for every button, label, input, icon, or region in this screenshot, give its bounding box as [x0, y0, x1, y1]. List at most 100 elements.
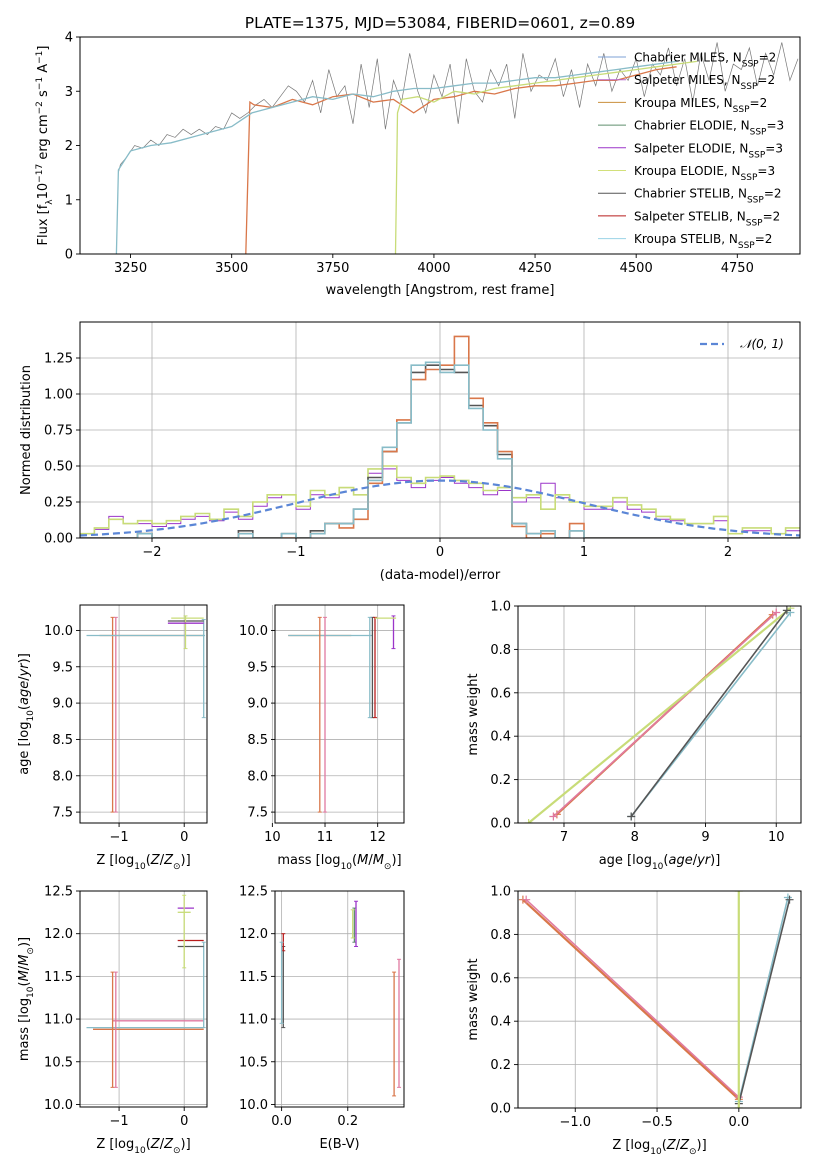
y-tick-label: 12.0 [44, 927, 73, 942]
age_vs_mass-xlabel-part: mass [log [277, 853, 340, 868]
weight-marker [522, 895, 531, 904]
normal-curve [80, 479, 800, 537]
residuals-ylabel: Normed distribution [19, 365, 34, 495]
age_vs_Z-xlabel-part: )] [181, 853, 191, 868]
plot-area [518, 891, 794, 1108]
spectrum-ylabel-part: s [36, 90, 51, 101]
x-tick-label: −1 [109, 1114, 128, 1129]
legend-entry-part: Chabrier STELIB, N [634, 187, 747, 201]
spectrum-series-line [245, 66, 677, 254]
y-tick-label: 8.0 [52, 769, 73, 784]
weight_vs_age-xlabel-part: / [693, 853, 698, 868]
legend-entry-part: SSP [741, 173, 758, 183]
legend-entry: Kroupa MILES, NSSP=2 [634, 96, 767, 115]
y-tick-label: 1.00 [44, 388, 73, 403]
x-tick-label: 8 [631, 830, 639, 845]
weight_vs_age-xlabel-part: ( [663, 853, 668, 868]
histogram-step [80, 335, 800, 538]
spectrum-ylabel-part: −2 [35, 101, 45, 114]
y-tick-label: 2 [65, 139, 73, 154]
y-tick-label: 12.5 [239, 885, 268, 900]
legend-entry-part: =2 [764, 187, 782, 201]
age_vs_Z-xlabel-part: ⊙ [173, 862, 181, 872]
weight-marker [524, 819, 533, 823]
y-tick-label: 12.5 [44, 885, 73, 900]
x-tick-label: 4750 [721, 261, 754, 276]
mass_vs_Z-xlabel-part: Z [163, 1137, 174, 1152]
y-tick-label: 0.8 [490, 928, 511, 943]
legend-entry-part: Kroupa ELODIE, N [634, 164, 741, 178]
residuals-xlabel: (data-model)/error [380, 568, 501, 583]
y-tick-label: 0.6 [490, 686, 511, 701]
mass_vs_Z-xlabel: Z [log10(Z/Z⊙)] [96, 1137, 190, 1156]
y-tick-label: 1 [65, 193, 73, 208]
axes-frame [517, 605, 802, 824]
weight_vs_age-ylabel: mass weight [466, 673, 481, 755]
age_vs_Z-ylabel-part: age [log [17, 722, 32, 775]
legend-entry-part: =3 [766, 119, 784, 133]
age_vs_Z-ylabel-part: yr [17, 662, 32, 678]
x-tick-label: 9 [701, 830, 709, 845]
x-tick-label: −0.5 [641, 1115, 673, 1130]
mass_vs_Z-ylabel-part: 10 [26, 986, 36, 998]
y-tick-label: 0.25 [44, 496, 73, 511]
legend-entry-part: =2 [755, 232, 773, 246]
legend-entry-part: =3 [757, 164, 775, 178]
age_vs_mass-xlabel-part: / [368, 853, 373, 868]
legend-entry-part: SSP [742, 60, 759, 70]
y-tick-label: 0 [65, 248, 73, 263]
legend-entry-part: SSP [741, 82, 758, 92]
legend-entry-part: Salpeter ELODIE, N [634, 141, 748, 155]
spectrum-ylabel-part: Flux [f [36, 204, 51, 245]
legend-entry: Salpeter STELIB, NSSP=2 [634, 209, 780, 228]
x-tick-label: 0 [436, 545, 444, 560]
weight_vs_Z-xlabel-part: Z [679, 1138, 690, 1153]
x-tick-label: 2 [724, 545, 732, 560]
y-tick-label: 4 [65, 31, 73, 46]
y-tick-label: 10.5 [239, 1055, 268, 1070]
axes-frame [517, 890, 802, 1109]
plot-area [279, 900, 402, 1097]
spectrum-ylabel-part: ] [36, 46, 51, 51]
y-tick-label: 7.5 [52, 806, 73, 821]
x-tick-label: 3250 [114, 261, 147, 276]
weight-marker [785, 895, 794, 904]
age_vs_mass-xlabel-part: )] [391, 853, 401, 868]
weight_vs_Z-xlabel-part: Z [666, 1138, 677, 1153]
x-tick-label: 12 [369, 830, 386, 845]
y-tick-label: 8.0 [247, 769, 268, 784]
y-tick-label: 0.00 [44, 532, 73, 547]
y-tick-label: 7.5 [247, 806, 268, 821]
legend-entry-part: Kroupa MILES, N [634, 96, 733, 110]
x-tick-label: 4500 [620, 261, 653, 276]
plot-area [524, 606, 795, 823]
mass_vs_Z-panel: −1 010.010.511.011.512.012.5Z [log10(Z/Z⊙… [17, 885, 208, 1156]
axes-frame [79, 890, 208, 1108]
age_vs_Z-xlabel-part: ( [146, 853, 151, 868]
histogram-step [80, 465, 800, 535]
legend-entry-part: Chabrier ELODIE, N [634, 119, 750, 133]
mass_vs_Z-xlabel-part: / [160, 1137, 165, 1152]
x-tick-label: 0.2 [337, 1114, 358, 1129]
x-tick-label: 4000 [417, 261, 450, 276]
plot-area [86, 615, 206, 813]
x-tick-label: 0.0 [271, 1114, 292, 1129]
x-tick-label: −1 [286, 545, 305, 560]
age_vs_mass-xlabel-part: ( [352, 853, 357, 868]
y-tick-label: 8.5 [247, 733, 268, 748]
residuals-panel: −2 −1 0 1 2 0.00 0.25 0.50 0.75 1.00 1.25 (data-mod… [19, 321, 801, 583]
x-tick-label: −1.0 [559, 1115, 591, 1130]
legend-entry: Chabrier MILES, NSSP=2 [634, 51, 776, 70]
y-tick-label: 9.5 [52, 660, 73, 675]
legend-entry-part: =2 [750, 96, 768, 110]
weight-marker [772, 608, 781, 617]
y-tick-label: 10.0 [44, 624, 73, 639]
mass_vs_Z-ylabel-part: )] [17, 937, 32, 947]
weight_vs_Z-xlabel-part: ⊙ [689, 1147, 697, 1157]
y-tick-label: 0.6 [490, 971, 511, 986]
weight-line [522, 898, 740, 1101]
mass_vs_Z-ylabel-part: M [17, 970, 32, 981]
y-tick-label: 1.25 [44, 352, 73, 367]
weight_vs_Z-panel: −1.0 −0.5 0.00.00.20.40.60.81.0Z [log10(Z/… [466, 885, 802, 1157]
